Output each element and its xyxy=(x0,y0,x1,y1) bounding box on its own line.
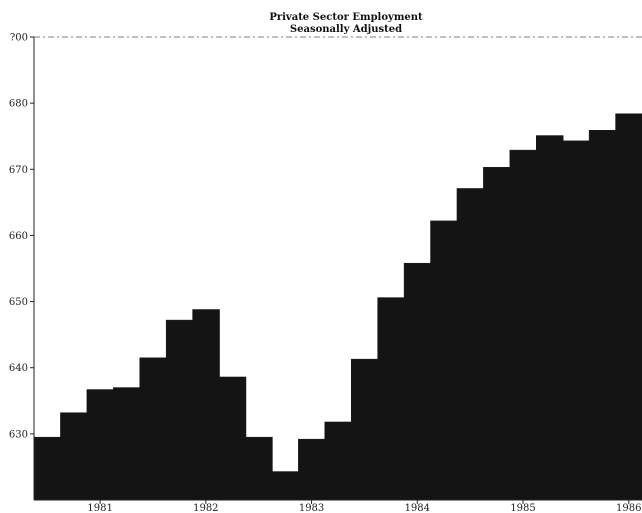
x-tick-label: 1982 xyxy=(193,503,218,513)
axes xyxy=(33,36,642,501)
chart-subtitle: Seasonally Adjusted xyxy=(290,24,402,35)
bar-9 xyxy=(271,471,300,501)
y-tick-label-top: ?00 xyxy=(10,33,28,44)
bar-5 xyxy=(165,319,194,501)
y-tick-label: 670 xyxy=(9,165,28,176)
ticks: 630 640 650 660 670 680 ?00 1981 1982 1983 1984 198… xyxy=(9,33,642,513)
bar-20 xyxy=(562,140,590,501)
bar-22 xyxy=(615,113,642,501)
y-tick-label: 650 xyxy=(9,297,28,308)
bar-8 xyxy=(245,436,273,501)
bar-15 xyxy=(430,220,458,501)
bar-16 xyxy=(456,188,485,501)
bar-13 xyxy=(377,297,405,501)
x-tick-label: 1986 xyxy=(616,503,641,513)
x-tick-label: 1981 xyxy=(87,503,112,513)
bar-7 xyxy=(218,376,247,501)
bar-4 xyxy=(139,357,167,501)
bar-11 xyxy=(324,421,352,501)
bar-3 xyxy=(113,387,141,501)
bar-10 xyxy=(298,438,326,501)
bar-21 xyxy=(588,130,617,501)
y-tick-label: 660 xyxy=(9,231,28,242)
x-tick-label: 1985 xyxy=(510,503,535,513)
bar-2 xyxy=(86,389,115,501)
bar-14 xyxy=(403,262,432,501)
bar-18 xyxy=(509,149,538,501)
bar-19 xyxy=(536,135,564,501)
x-tick-label: 1984 xyxy=(405,503,430,513)
x-tick-label: 1983 xyxy=(299,503,324,513)
y-tick-label: 630 xyxy=(9,429,28,440)
chart-title: Private Sector Employment xyxy=(269,12,423,23)
bar-0 xyxy=(33,436,62,501)
y-tick-label: 680 xyxy=(9,99,28,110)
bar-1 xyxy=(60,412,88,501)
bar-17 xyxy=(483,167,511,501)
bar-12 xyxy=(350,358,379,501)
y-tick-label: 640 xyxy=(9,363,28,374)
bar-6 xyxy=(192,309,220,501)
bars xyxy=(33,113,642,501)
